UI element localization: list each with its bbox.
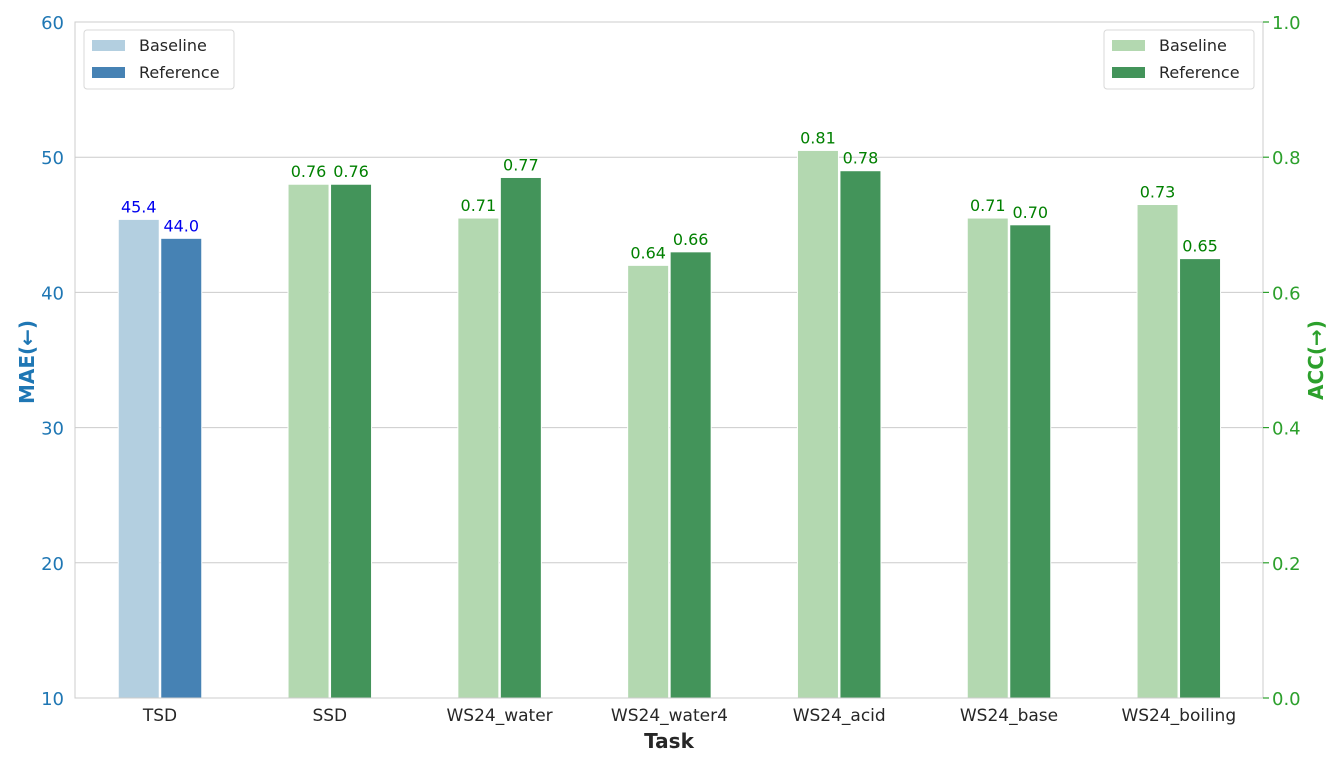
right-axis-ticks: 0.0 0.2 0.4 0.6 0.8 1.0 bbox=[1263, 13, 1301, 710]
right-tick-label: 0.6 bbox=[1272, 283, 1301, 304]
legend-right-swatch-baseline bbox=[1112, 40, 1145, 51]
bar-label-mae-reference-tsd: 44.0 bbox=[163, 216, 199, 235]
bar-labels-group: 45.4 44.0 0.76 0.71 0.64 0.81 0.71 0.73 0.76 0.77… bbox=[121, 128, 1218, 262]
x-tick-label-ws24-water: WS24_water bbox=[447, 706, 553, 726]
bar-label-acc-reference-ws24-base: 0.70 bbox=[1012, 203, 1048, 222]
bar-label-acc-reference-ws24-boiling: 0.65 bbox=[1182, 237, 1218, 256]
left-tick-label: 10 bbox=[41, 689, 64, 710]
bar-label-acc-baseline-ssd: 0.76 bbox=[291, 162, 327, 181]
legend-right: Baseline Reference bbox=[1103, 29, 1255, 90]
legend-left-label-baseline: Baseline bbox=[139, 36, 207, 55]
left-tick-label: 50 bbox=[41, 148, 64, 169]
bar-mae-reference-tsd bbox=[160, 237, 203, 699]
bar-acc-baseline-ws24-water bbox=[457, 217, 500, 699]
x-tick-label-ws24-base: WS24_base bbox=[960, 706, 1058, 726]
left-axis-ticks: 10 20 30 40 50 60 bbox=[41, 13, 64, 710]
right-tick-label: 0.4 bbox=[1272, 419, 1301, 440]
right-axis-title: ACC(→) bbox=[1304, 320, 1328, 400]
legend-left: Baseline Reference bbox=[83, 29, 235, 90]
bar-acc-reference-ws24-base bbox=[1009, 224, 1052, 699]
right-tick-label: 0.2 bbox=[1272, 554, 1301, 575]
left-tick-label: 30 bbox=[41, 419, 64, 440]
bar-acc-reference-ws24-boiling bbox=[1179, 258, 1222, 699]
bar-label-acc-reference-ssd: 0.76 bbox=[333, 162, 369, 181]
left-tick-label: 20 bbox=[41, 554, 64, 575]
x-tick-label-ws24-water4: WS24_water4 bbox=[611, 706, 728, 726]
x-axis-title: Task bbox=[644, 729, 694, 753]
legend-left-swatch-reference bbox=[92, 67, 125, 78]
legend-right-swatch-reference bbox=[1112, 67, 1145, 78]
bar-acc-reference-ws24-acid bbox=[839, 170, 882, 699]
legend-right-label-reference: Reference bbox=[1159, 63, 1240, 82]
bar-acc-baseline-ws24-base bbox=[966, 217, 1009, 699]
bar-label-mae-baseline-tsd: 45.4 bbox=[121, 197, 157, 216]
left-axis-title: MAE(←) bbox=[15, 320, 39, 404]
bar-label-acc-reference-ws24-acid: 0.78 bbox=[843, 149, 879, 168]
x-tick-label-ws24-boiling: WS24_boiling bbox=[1121, 706, 1236, 726]
right-tick-label: 0.8 bbox=[1272, 148, 1301, 169]
bar-acc-reference-ws24-water bbox=[499, 176, 542, 699]
legend-left-label-reference: Reference bbox=[139, 63, 220, 82]
bar-label-acc-baseline-ws24-base: 0.71 bbox=[970, 196, 1006, 215]
right-tick-label: 0.0 bbox=[1272, 689, 1301, 710]
legend-right-label-baseline: Baseline bbox=[1159, 36, 1227, 55]
bars-group bbox=[117, 149, 1222, 699]
bar-acc-reference-ssd bbox=[330, 183, 373, 699]
x-tick-label-ws24-acid: WS24_acid bbox=[793, 706, 886, 726]
bar-label-acc-baseline-ws24-acid: 0.81 bbox=[800, 128, 836, 147]
bar-acc-baseline-ws24-acid bbox=[796, 149, 839, 699]
bar-label-acc-reference-ws24-water: 0.77 bbox=[503, 155, 539, 174]
left-tick-label: 60 bbox=[41, 13, 64, 34]
bar-label-acc-baseline-ws24-water4: 0.64 bbox=[630, 243, 666, 262]
plot-frame bbox=[74, 21, 1264, 699]
bar-label-acc-baseline-ws24-water: 0.71 bbox=[461, 196, 497, 215]
x-tick-label-ssd: SSD bbox=[312, 706, 347, 726]
x-tick-label-tsd: TSD bbox=[142, 706, 177, 726]
right-tick-label: 1.0 bbox=[1272, 13, 1301, 34]
bar-mae-baseline-tsd bbox=[117, 218, 160, 699]
left-tick-label: 40 bbox=[41, 283, 64, 304]
x-axis-ticks: TSD SSD WS24_water WS24_water4 WS24_acid WS24… bbox=[142, 706, 1236, 726]
bar-label-acc-baseline-ws24-boiling: 0.73 bbox=[1140, 183, 1176, 202]
bar-label-acc-reference-ws24-water4: 0.66 bbox=[673, 230, 709, 249]
bar-acc-baseline-ws24-boiling bbox=[1136, 204, 1179, 699]
bar-acc-baseline-ssd bbox=[287, 183, 330, 699]
legend-left-swatch-baseline bbox=[92, 40, 125, 51]
bar-acc-reference-ws24-water4 bbox=[669, 251, 712, 699]
bar-acc-baseline-ws24-water4 bbox=[627, 264, 670, 699]
